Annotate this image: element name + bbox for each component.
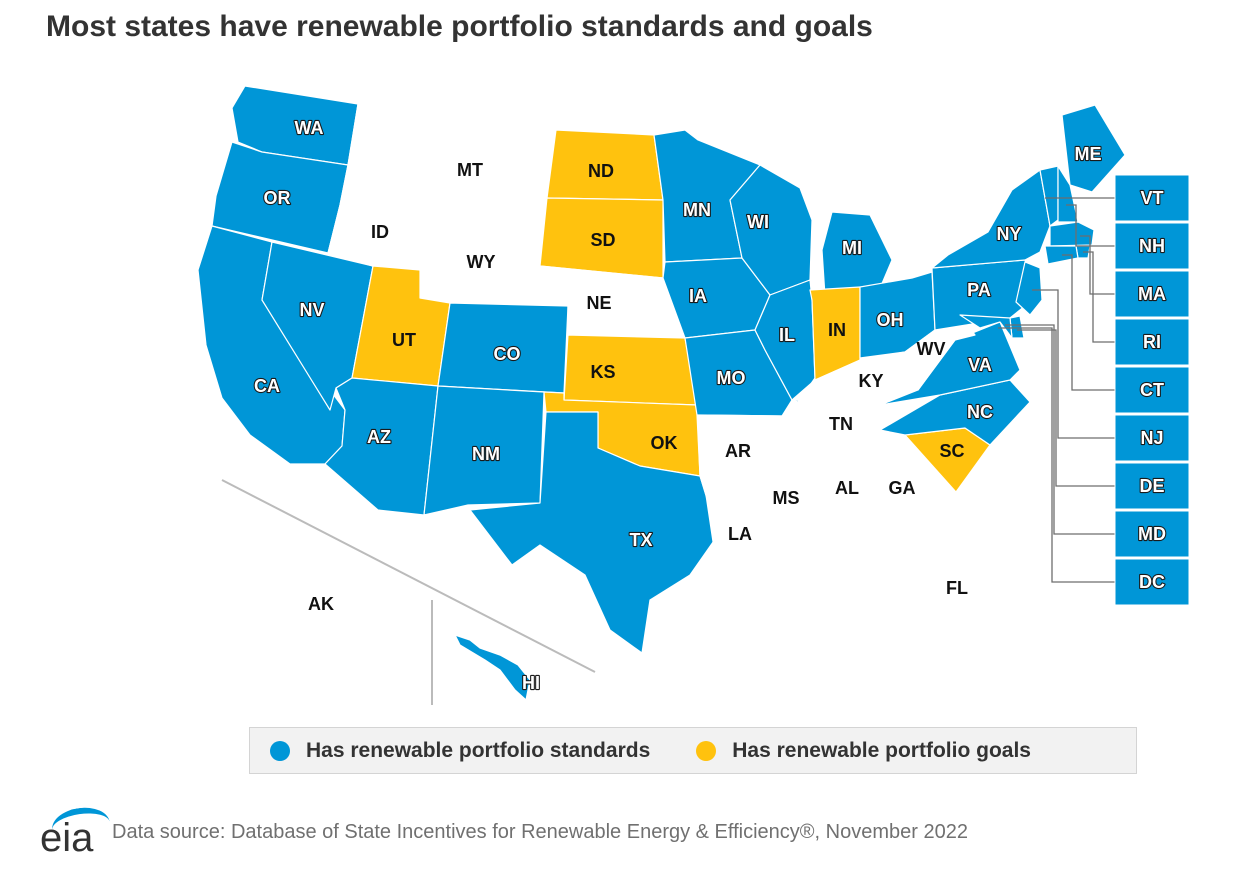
state-label-ny: NY [996,224,1021,244]
state-label-mn: MN [683,200,711,220]
state-nm [423,385,545,516]
state-fl [829,524,999,651]
state-label-ak: AK [308,594,334,614]
callout-label-md: MD [1138,524,1166,544]
state-label-or: OR [264,188,291,208]
callout-box-dc [1114,558,1190,606]
callout-label-nh: NH [1139,236,1165,256]
state-label-oh: OH [877,310,904,330]
state-label-sd: SD [590,230,615,250]
legend-label-standards: Has renewable portfolio standards [306,738,651,762]
legend-swatch-goals [696,740,717,761]
state-label-wa: WA [295,118,324,138]
callout-box-ri [1114,318,1190,366]
state-hi [454,634,531,701]
logo-text: eia [40,816,94,860]
state-label-az: AZ [367,427,391,447]
callout-box-ma [1114,270,1190,318]
leader-line-de [1017,329,1115,487]
state-wi [729,164,813,296]
data-source: Data source: Database of State Incentive… [112,820,968,843]
state-ga [861,434,957,531]
callout-box-ct [1114,366,1190,414]
legend-label-goals: Has renewable portfolio goals [732,738,1031,762]
state-ct [1044,245,1079,265]
state-label-me: ME [1075,144,1102,164]
state-ks [563,334,698,406]
leader-line-ri [1083,251,1115,343]
state-label-ar: AR [725,441,751,461]
state-ma [1049,221,1095,247]
state-label-sc: SC [939,441,964,461]
state-md [959,314,1013,339]
state-label-al: AL [835,478,859,498]
state-label-wy: WY [467,252,496,272]
eia-logo: eia [34,804,113,860]
legend-item-goals: Has renewable portfolio goals [696,739,1031,763]
state-ak [199,559,421,701]
callout-label-ma: MA [1138,284,1166,304]
state-label-tn: TN [829,414,853,434]
callout-box-nh [1114,222,1190,270]
callout-label-nj: NJ [1140,428,1163,448]
callout-label-ri: RI [1143,332,1161,352]
state-label-va: VA [968,355,992,375]
us-map: VT NH MA RI CT NJ DE MD DC WA OR CA NV ID MT WY UT AZ CO N… [197,85,1190,705]
state-label-il: IL [779,325,795,345]
state-label-hi: HI [522,673,540,693]
state-label-pa: PA [967,280,991,300]
inset-divider [221,479,596,673]
state-il [754,279,816,403]
state-label-id: ID [371,222,389,242]
leader-line-nh [1066,204,1115,247]
state-label-mt: MT [457,160,483,180]
state-label-ok: OK [651,433,678,453]
leader-line-ma [1080,235,1115,295]
leader-line-md [1005,324,1115,535]
state-label-mo: MO [717,368,746,388]
callout-box-md [1114,510,1190,558]
state-me [1061,104,1126,193]
state-tx [469,411,719,654]
leader-line-dc [998,327,1115,583]
callout-label-ct: CT [1140,380,1164,400]
footer: eia Data source: Database of State Incen… [34,804,968,860]
callout-box-nj [1114,414,1190,462]
state-label-ne: NE [586,293,611,313]
state-ny [931,169,1051,269]
state-label-nm: NM [472,444,500,464]
callout-box-vt [1114,174,1190,222]
state-label-ga: GA [889,478,916,498]
state-label-in: IN [828,320,846,340]
state-label-nc: NC [967,402,993,422]
callout-label-dc: DC [1139,572,1165,592]
callout-label-de: DE [1139,476,1164,496]
state-label-wi: WI [747,212,769,232]
state-label-ms: MS [773,488,800,508]
state-label-ky: KY [858,371,883,391]
leader-line-nj [1032,289,1115,439]
legend-item-standards: Has renewable portfolio standards [270,739,650,763]
leader-line-ct [1062,254,1115,391]
legend: Has renewable portfolio standards Has re… [249,727,1137,774]
state-label-ca: CA [254,376,280,396]
state-label-nd: ND [588,161,614,181]
state-label-ut: UT [392,330,416,350]
state-label-mi: MI [842,238,862,258]
state-label-fl: FL [946,578,968,598]
state-label-wv: WV [917,339,946,359]
legend-swatch-standards [270,740,290,761]
callout-box-de [1114,462,1190,510]
state-wy [419,207,546,304]
page-title: Most states have renewable portfolio sta… [46,10,873,43]
state-nj [1015,261,1043,316]
state-label-ia: IA [689,286,707,306]
state-label-la: LA [728,524,752,544]
state-label-co: CO [494,344,521,364]
callout-label-vt: VT [1140,188,1163,208]
state-label-tx: TX [629,530,652,550]
state-label-nv: NV [299,300,324,320]
state-label-ks: KS [590,362,615,382]
